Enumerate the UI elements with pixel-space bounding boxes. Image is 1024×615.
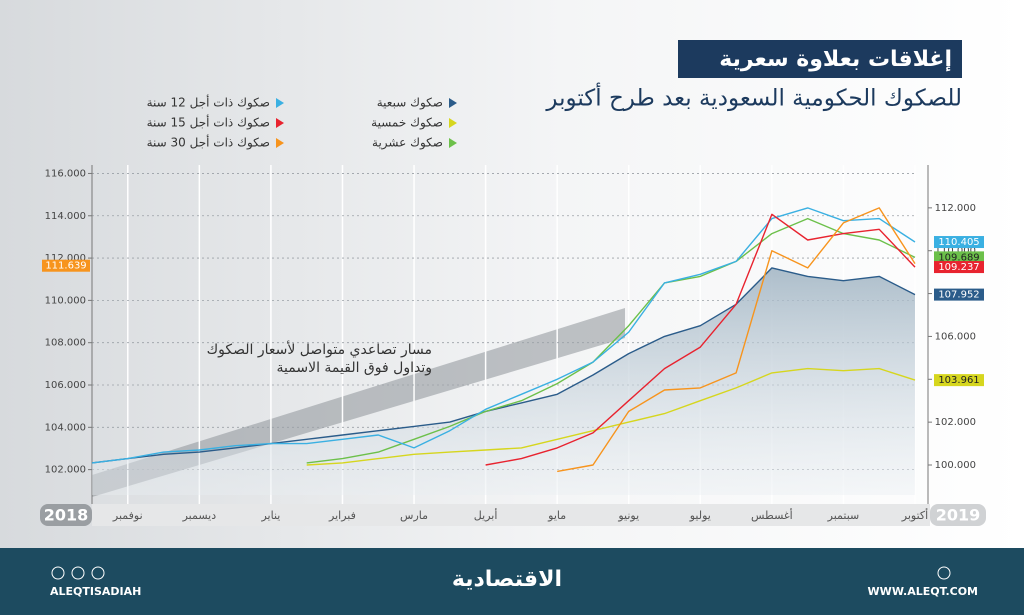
end-label-box xyxy=(934,288,984,301)
x-tick-label: ديسمبر xyxy=(182,509,217,522)
social-icon[interactable] xyxy=(91,566,105,580)
legend-label: صكوك سبعية xyxy=(377,96,443,111)
y2-tick-label: 100.000 xyxy=(935,460,976,471)
legend-marker xyxy=(449,98,457,108)
series-line xyxy=(485,213,916,466)
x-tick-label: أبريل xyxy=(474,508,498,522)
footer-url: WWW.ALEQT.COM xyxy=(868,585,978,598)
legend-marker xyxy=(449,138,457,148)
x-tick-label: أغسطس xyxy=(751,508,793,522)
chart-subtitle: للصكوك الحكومية السعودية بعد طرح أكتوبر xyxy=(545,83,962,112)
series-line xyxy=(557,207,916,473)
year-badge xyxy=(930,504,986,526)
legend-label: صكوك ذات أجل 12 سنة xyxy=(147,95,270,111)
x-axis-strip xyxy=(92,504,930,526)
chart-title: إغلاقات بعلاوة سعرية xyxy=(719,47,952,72)
year-badge xyxy=(40,504,92,526)
footer-logo: الاقتصادية xyxy=(452,567,562,592)
year-label: 2018 xyxy=(44,506,89,525)
x-tick-label: مارس xyxy=(400,509,428,522)
y2-tick-label: 106.000 xyxy=(935,331,976,342)
social-icon[interactable] xyxy=(51,566,65,580)
y-tick-label: 114.000 xyxy=(45,211,86,222)
legend-marker xyxy=(449,118,457,128)
footer xyxy=(0,548,1024,615)
y-tick-label: 106.000 xyxy=(45,380,86,391)
year-label: 2019 xyxy=(936,506,981,525)
end-label: 103.961 xyxy=(938,375,979,386)
legend-label: صكوك خمسية xyxy=(371,116,443,131)
social-icon[interactable] xyxy=(71,566,85,580)
x-tick-label: مايو xyxy=(547,509,566,522)
end-label-box xyxy=(934,251,984,264)
series-line xyxy=(91,267,916,464)
legend-label: صكوك ذات أجل 15 سنة xyxy=(147,115,270,131)
y2-tick-label: 102.000 xyxy=(935,417,976,428)
x-tick-label: يونيو xyxy=(617,509,639,522)
x-tick-label: يناير xyxy=(260,509,280,522)
y2-tick-label: 112.000 xyxy=(935,203,976,214)
end-label: 109.237 xyxy=(938,262,979,273)
legend-label: صكوك عشرية xyxy=(372,136,443,151)
legend-marker xyxy=(276,138,284,148)
x-tick-label: فبراير xyxy=(328,509,356,522)
end-label-box xyxy=(934,374,984,387)
y-tick-label: 108.000 xyxy=(45,338,86,349)
y-marker-box xyxy=(42,259,90,272)
end-label-box xyxy=(934,261,984,274)
title-box xyxy=(678,40,962,78)
legend-label: صكوك ذات أجل 30 سنة xyxy=(147,135,270,151)
end-label: 109.689 xyxy=(938,252,979,263)
footer-handle: ALEQTISADIAH xyxy=(50,585,141,598)
end-label: 107.952 xyxy=(938,290,979,301)
x-tick-label: أكتوبر xyxy=(901,508,928,522)
y2-tick-label: 110.000 xyxy=(935,246,976,257)
annotation: مسار تصاعدي متواصل لأسعار الصكوك xyxy=(207,340,432,358)
x-tick-label: يوليو xyxy=(689,509,711,522)
end-label-box xyxy=(934,236,984,249)
y-tick-label: 116.000 xyxy=(45,168,86,179)
legend-marker xyxy=(276,118,284,128)
annotation: وتداول فوق القيمة الاسمية xyxy=(277,360,432,376)
web-icon[interactable] xyxy=(937,566,951,580)
y-tick-label: 104.000 xyxy=(45,422,86,433)
y-marker-label: 111.639 xyxy=(45,261,86,272)
y-tick-label: 110.000 xyxy=(45,295,86,306)
y-tick-label: 112.000 xyxy=(45,253,86,264)
series-line xyxy=(306,367,916,466)
y-tick-label: 102.000 xyxy=(45,465,86,476)
series-line xyxy=(91,207,916,464)
series-area xyxy=(92,267,915,495)
x-tick-label: نوفمبر xyxy=(112,509,143,522)
x-tick-label: سبتمبر xyxy=(827,509,860,522)
legend-marker xyxy=(276,98,284,108)
end-label: 110.405 xyxy=(938,237,979,248)
series-line xyxy=(306,217,916,464)
